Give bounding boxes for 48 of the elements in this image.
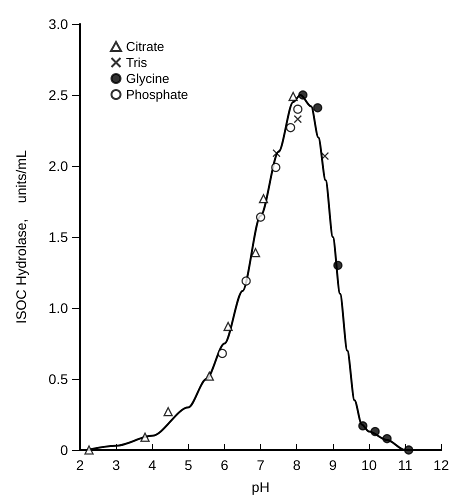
x-tick-label: 4: [148, 457, 156, 473]
y-tick-label: 3.0: [48, 16, 68, 32]
y-tick-label: 2.5: [48, 87, 68, 103]
point: [223, 322, 233, 332]
point: [204, 372, 214, 381]
point: [140, 432, 150, 442]
point: [242, 276, 251, 286]
x-tick-label: 9: [328, 457, 337, 473]
y-tick-label: 0: [60, 442, 68, 458]
x-tick-label: 3: [112, 457, 120, 473]
x-tick-label: 12: [433, 457, 450, 473]
point: [313, 103, 322, 112]
y-tick-label: 2.0: [48, 158, 68, 174]
point: [294, 114, 302, 124]
point: [370, 426, 380, 436]
y-axis-title: ISOC Hydrolase, units/mL: [13, 150, 29, 324]
point: [250, 248, 260, 258]
point: [163, 407, 173, 416]
point: [218, 348, 227, 358]
y-tick-label: 1.0: [48, 300, 68, 316]
legend-label: Tris: [126, 55, 148, 70]
point: [84, 445, 94, 455]
legend-label: Phosphate: [126, 87, 188, 102]
point: [258, 194, 268, 204]
point: [320, 152, 330, 160]
point: [382, 434, 392, 444]
x-tick-label: 6: [220, 457, 229, 473]
point: [288, 92, 298, 102]
point: [256, 212, 266, 222]
x-tick-label: 8: [292, 457, 301, 473]
legend-label: Citrate: [126, 39, 164, 54]
legend-label: Glycine: [126, 71, 170, 86]
point: [286, 123, 296, 132]
y-tick-label: 0.5: [48, 371, 68, 387]
x-tick-label: 7: [256, 457, 265, 473]
x-tick-label: 2: [76, 457, 84, 473]
x-tick-label: 11: [398, 457, 413, 473]
y-tick-label: 1.5: [48, 229, 68, 245]
x-tick-label: 5: [184, 457, 192, 473]
x-tick-label: 10: [361, 457, 377, 473]
point: [298, 90, 308, 100]
point: [293, 104, 302, 114]
point: [358, 421, 368, 431]
point: [404, 445, 414, 455]
x-axis-title: pH: [252, 479, 270, 495]
point: [333, 260, 343, 270]
point: [271, 162, 280, 172]
point: [272, 149, 281, 158]
